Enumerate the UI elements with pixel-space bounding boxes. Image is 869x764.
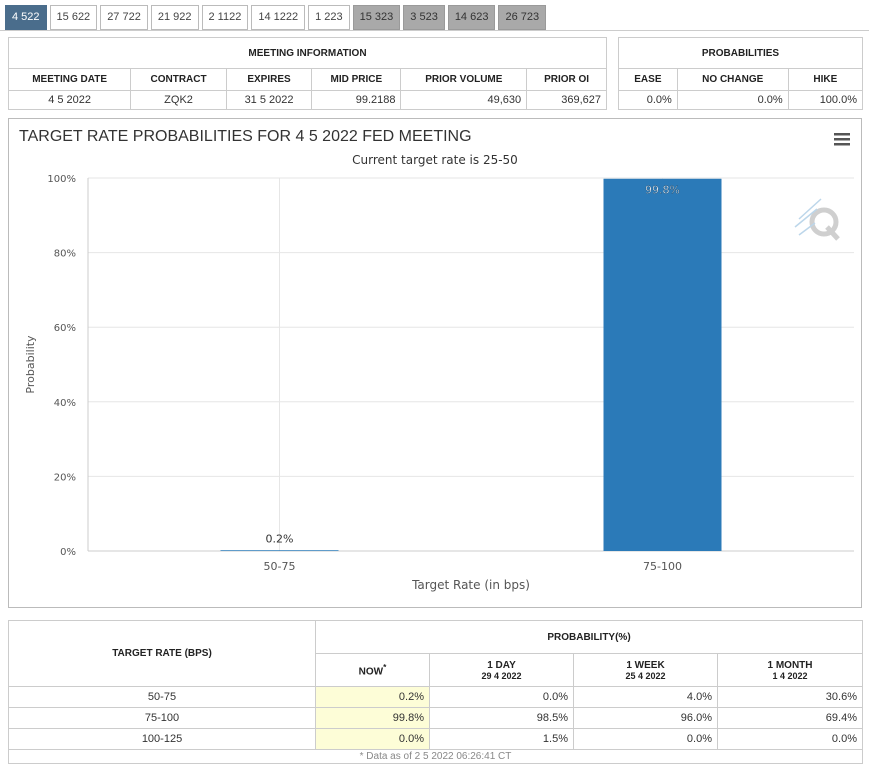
col-prior-volume: PRIOR VOLUME (400, 68, 528, 91)
contract-value: ZQK2 (130, 90, 227, 110)
expires-value: 31 5 2022 (225, 90, 313, 110)
probability-cell: 0.0% (315, 728, 430, 750)
y-tick-label: 100% (47, 174, 76, 185)
chart-title: TARGET RATE PROBABILITIES FOR 4 5 2022 F… (19, 128, 472, 145)
probabilities-table: PROBABILITIES EASE NO CHANGE HIKE 0.0% 0… (618, 37, 864, 110)
meeting-tab[interactable]: 4 522 (5, 5, 47, 30)
meeting-tab[interactable]: 14 1222 (251, 5, 306, 30)
target-rate-header: TARGET RATE (BPS) (8, 620, 316, 687)
x-tick-label: 75-100 (643, 560, 682, 573)
tabs-divider (0, 30, 869, 31)
table-row: 50-75 0.2% 0.0% 4.0% 30.6% (8, 686, 863, 708)
hike-value: 100.0% (787, 90, 864, 110)
prior-volume-value: 49,630 (400, 90, 528, 110)
meeting-information-table: MEETING INFORMATION MEETING DATE CONTRAC… (7, 37, 607, 110)
probability-cell: 0.2% (315, 686, 430, 708)
data-timestamp-footnote: * Data as of 2 5 2022 06:26:41 CT (8, 749, 863, 764)
probability-cell: 69.4% (717, 707, 863, 729)
col-contract: CONTRACT (130, 68, 227, 91)
meeting-tab[interactable]: 21 922 (150, 5, 199, 30)
watermark-logo-icon (794, 198, 840, 241)
col-1-week-date: 25 4 2022 (625, 670, 666, 681)
probability-cell: 0.0% (573, 728, 718, 750)
probability-cell: 0.0% (429, 686, 574, 708)
probability-cell: 1.5% (429, 728, 574, 750)
target-rate-cell: 50-75 (8, 686, 316, 708)
y-tick-label: 20% (54, 472, 76, 483)
col-1-month: 1 MONTH 1 4 2022 (717, 653, 863, 687)
meeting-tab[interactable]: 15 622 (49, 5, 98, 30)
meeting-tabs: 4 522 15 622 27 722 21 922 2 1122 14 1222 1 22… (5, 5, 547, 30)
col-1-day-date: 29 4 2022 (481, 670, 522, 681)
x-axis-label: Target Rate (in bps) (411, 578, 530, 592)
bar (220, 550, 339, 551)
target-rate-cell: 75-100 (8, 707, 316, 729)
meeting-tab[interactable]: 1 223 (308, 5, 350, 30)
col-no-change: NO CHANGE (676, 68, 789, 91)
col-ease: EASE (618, 68, 678, 91)
meeting-tab[interactable]: 14 623 (447, 5, 496, 30)
probabilities-title: PROBABILITIES (618, 37, 863, 69)
table-row: 100-125 0.0% 1.5% 0.0% 0.0% (8, 728, 863, 750)
col-now: NOW* (315, 653, 430, 687)
target-rate-cell: 100-125 (8, 728, 316, 750)
chart-subtitle: Current target rate is 25-50 (352, 153, 518, 167)
chart-svg: TARGET RATE PROBABILITIES FOR 4 5 2022 F… (19, 128, 854, 592)
col-1-week: 1 WEEK 25 4 2022 (573, 653, 718, 687)
y-tick-label: 40% (54, 398, 76, 409)
meeting-tab[interactable]: 27 722 (100, 5, 148, 30)
meeting-information-title: MEETING INFORMATION (8, 37, 607, 69)
probability-cell: 99.8% (315, 707, 430, 729)
meeting-tab[interactable]: 3 523 (403, 5, 445, 30)
probability-cell: 98.5% (429, 707, 574, 729)
target-rate-chart: TARGET RATE PROBABILITIES FOR 4 5 2022 F… (8, 118, 862, 608)
bar-data-label: 99.8% (645, 184, 680, 197)
col-hike: HIKE (787, 68, 864, 91)
probability-cell: 96.0% (573, 707, 718, 729)
no-change-value: 0.0% (676, 90, 789, 110)
meeting-tab[interactable]: 15 323 (352, 5, 401, 30)
probability-cell: 0.0% (717, 728, 863, 750)
mid-price-value: 99.2188 (311, 90, 402, 110)
table-row: 75-100 99.8% 98.5% 96.0% 69.4% (8, 707, 863, 729)
y-tick-label: 80% (54, 249, 76, 260)
probability-cell: 30.6% (717, 686, 863, 708)
bar-data-label: 0.2% (266, 532, 294, 545)
y-tick-label: 60% (54, 323, 76, 334)
col-mid-price: MID PRICE (311, 68, 402, 91)
prior-oi-value: 369,627 (526, 90, 607, 110)
x-tick-label: 50-75 (264, 560, 296, 573)
col-expires: EXPIRES (225, 68, 313, 91)
col-prior-oi: PRIOR OI (526, 68, 607, 91)
now-footnote-mark: * (383, 662, 387, 673)
menu-icon[interactable] (834, 133, 850, 146)
meeting-tab[interactable]: 2 1122 (201, 5, 249, 30)
col-1-month-date: 1 4 2022 (772, 670, 808, 681)
y-tick-label: 0% (60, 547, 76, 558)
col-1-day: 1 DAY 29 4 2022 (429, 653, 574, 687)
probability-group-header: PROBABILITY(%) (315, 620, 863, 654)
probability-cell: 4.0% (573, 686, 718, 708)
y-axis-label: Probability (24, 335, 37, 394)
meeting-date-value: 4 5 2022 (7, 90, 132, 110)
col-meeting-date: MEETING DATE (7, 68, 132, 91)
target-rate-table: TARGET RATE (BPS) PROBABILITY(%) NOW* 1 … (8, 620, 863, 764)
bar (603, 178, 722, 551)
ease-value: 0.0% (618, 90, 678, 110)
meeting-tab[interactable]: 26 723 (498, 5, 547, 30)
